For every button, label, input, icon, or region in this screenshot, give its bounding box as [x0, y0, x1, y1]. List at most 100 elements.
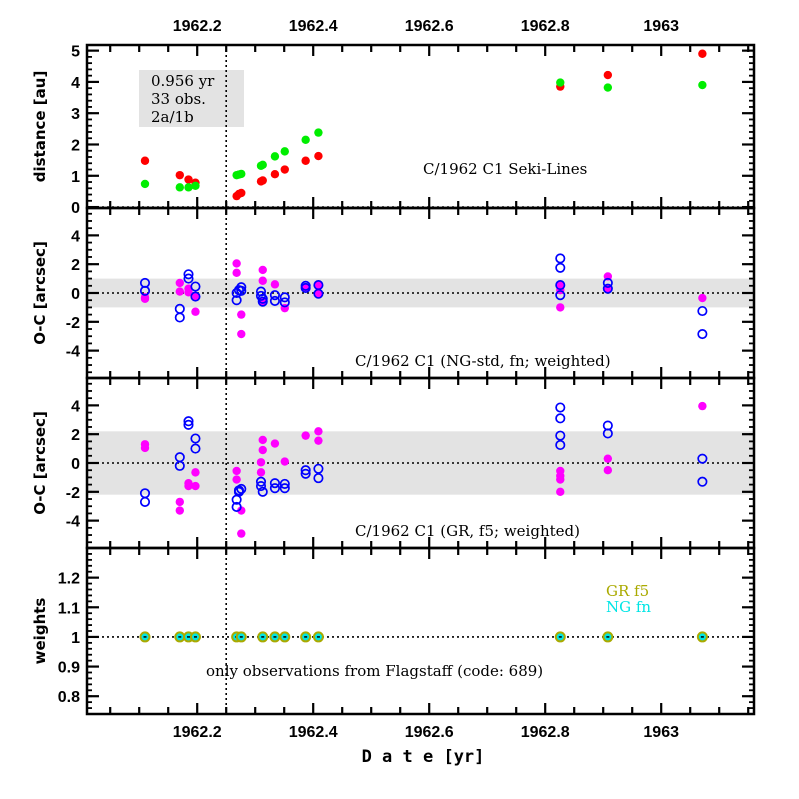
data-point-blue-open	[313, 473, 324, 484]
data-point-green	[184, 183, 193, 192]
data-point-blue-open	[602, 277, 613, 288]
data-point-green	[237, 169, 246, 179]
data-point-magenta-filled	[314, 436, 323, 445]
y-tick-label: -2	[66, 485, 80, 502]
data-point-blue-open	[555, 290, 566, 301]
data-point-blue-open	[300, 282, 311, 294]
data-point-magenta-filled	[232, 259, 241, 268]
data-point-magenta-filled	[175, 497, 184, 507]
y-tick-label: 0	[71, 286, 80, 303]
data-point-magenta-filled	[270, 280, 280, 289]
data-point-blue-open	[257, 293, 268, 304]
data-point-magenta-filled	[191, 293, 200, 302]
data-point-magenta-filled	[556, 475, 565, 484]
y-axis-title: O-C [arcsec]	[31, 411, 49, 515]
data-point-magenta-filled	[270, 439, 280, 448]
data-point-blue-open	[555, 430, 566, 441]
data-point-blue-open	[255, 286, 267, 297]
data-point-magenta-filled	[698, 401, 707, 411]
data-point-magenta-filled	[258, 265, 267, 275]
y-tick-label: 1.1	[58, 600, 80, 617]
data-point-blue-open	[190, 291, 201, 302]
data-point-magenta-filled	[698, 293, 707, 303]
y-tick-label: 1	[71, 630, 80, 647]
data-point-magenta-filled	[191, 481, 200, 491]
data-point-magenta-filled	[175, 278, 184, 288]
data-point-blue-open	[279, 478, 290, 489]
data-point-blue-open	[236, 285, 247, 296]
data-point-red	[301, 156, 310, 165]
data-point-blue-open	[697, 305, 708, 317]
data-point-magenta-filled	[556, 487, 565, 497]
info-box-line: 0.956 yr	[151, 72, 215, 90]
x-tick-label-top: 1962.4	[289, 18, 338, 35]
data-point-blue-open	[279, 292, 290, 303]
data-point-blue-open	[300, 468, 311, 479]
data-point-magenta-filled	[258, 445, 267, 455]
y-tick-label: 0.8	[58, 689, 80, 706]
data-point-green	[191, 181, 200, 190]
data-point-blue-open	[697, 453, 708, 464]
data-point-magenta-filled	[191, 468, 200, 477]
data-point-magenta-filled	[256, 468, 266, 477]
data-point-red	[140, 156, 150, 165]
data-point-blue-open	[236, 483, 247, 494]
data-point-magenta-filled	[184, 481, 193, 491]
panel-annotation: C/1962 C1 (GR, f5; weighted)	[355, 522, 580, 540]
data-point-magenta-filled	[556, 303, 565, 312]
data-point-magenta-filled	[232, 475, 241, 484]
x-tick-label-top: 1962.6	[405, 18, 454, 35]
data-point-blue-open	[269, 295, 280, 306]
data-point-magenta-filled	[256, 458, 266, 467]
panel-annotation: C/1962 C1 Seki-Lines	[423, 160, 587, 178]
data-point-blue-open	[139, 496, 151, 507]
data-point-blue-open	[231, 295, 242, 306]
panel-annotation: only observations from Flagstaff (code: …	[206, 662, 543, 680]
data-point-green	[280, 147, 289, 156]
data-point-magenta-filled	[175, 287, 184, 296]
info-box-line: 2a/1b	[151, 108, 194, 126]
data-point-magenta-filled	[258, 276, 267, 285]
data-point-magenta-filled	[603, 466, 613, 475]
data-point-magenta-filled	[237, 310, 246, 319]
x-tick-label-top: 1962.2	[173, 18, 222, 35]
y-tick-label: -2	[66, 315, 80, 332]
y-tick-label: -4	[66, 514, 80, 531]
data-point-blue-open	[257, 486, 268, 497]
data-point-blue-open	[697, 329, 708, 340]
y-tick-label: 2	[71, 257, 80, 274]
data-point-green	[556, 78, 565, 87]
data-point-magenta-filled	[140, 294, 150, 303]
data-point-red	[258, 176, 267, 185]
data-point-magenta-filled	[603, 454, 613, 463]
data-point-blue-open	[183, 269, 194, 280]
y-tick-label: 5	[71, 44, 80, 61]
data-point-red	[237, 188, 246, 198]
y-tick-label: 4	[71, 398, 80, 415]
data-point-magenta-filled	[237, 329, 246, 339]
x-axis-title: D a t e [yr]	[362, 747, 485, 767]
data-point-green	[698, 80, 707, 90]
data-point-blue-open	[555, 253, 566, 264]
y-tick-label: 0	[71, 456, 80, 473]
data-point-blue-open	[555, 439, 566, 451]
data-point-blue-open	[257, 296, 268, 307]
data-point-blue-open	[269, 483, 280, 494]
legend-ng-fn: NG fn	[606, 598, 651, 616]
data-point-red	[698, 49, 707, 58]
data-point-blue-open	[174, 460, 185, 471]
data-point-blue-open	[236, 282, 247, 293]
data-point-blue-open	[269, 290, 280, 301]
data-point-magenta-filled	[184, 288, 193, 297]
data-point-magenta-filled	[232, 268, 241, 278]
x-tick-label-bottom: 1963	[643, 724, 679, 741]
data-point-blue-open	[279, 297, 290, 308]
data-point-blue-open	[183, 419, 194, 430]
y-tick-label: 0.9	[58, 660, 80, 677]
panel-annotation: C/1962 C1 (NG-std, fn; weighted)	[355, 352, 611, 370]
x-tick-label-bottom: 1962.6	[405, 724, 454, 741]
data-point-magenta-filled	[191, 307, 200, 316]
background-layer	[87, 45, 754, 714]
data-point-blue-open	[139, 285, 151, 296]
y-tick-label: 0	[71, 200, 80, 217]
